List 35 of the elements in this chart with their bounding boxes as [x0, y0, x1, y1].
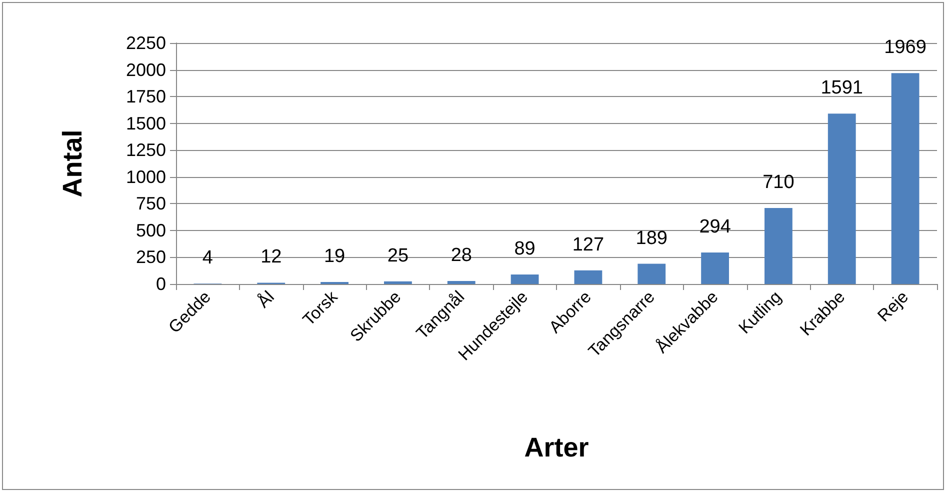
bar: [510, 274, 539, 284]
data-label: 89: [514, 238, 536, 260]
y-tick-label: 1500: [126, 113, 166, 134]
y-tick-label: 250: [136, 247, 166, 268]
data-label: 1591: [820, 78, 864, 99]
data-label: 710: [762, 172, 794, 193]
y-tick-label: 500: [136, 220, 166, 240]
bar: [447, 281, 476, 284]
bar: [574, 270, 602, 284]
data-label: 25: [387, 245, 409, 266]
bar: [891, 73, 920, 284]
y-axis-title: Antal: [58, 130, 88, 198]
bar: [701, 252, 729, 284]
data-label: 19: [324, 246, 346, 267]
y-tick-label: 1250: [126, 140, 166, 160]
data-label: 28: [450, 245, 472, 266]
bar: [638, 264, 666, 284]
x-tick-label: Ål: [254, 287, 278, 312]
bar: [764, 208, 792, 284]
data-label: 1969: [884, 37, 926, 58]
y-tick-label: 750: [136, 194, 166, 214]
x-tick-label: Reje: [874, 287, 912, 326]
data-label: 189: [636, 228, 668, 249]
bar: [828, 114, 856, 284]
y-tick-label: 1750: [126, 86, 166, 107]
data-label: 294: [699, 216, 732, 238]
y-tick-label: 2000: [126, 60, 166, 80]
data-label: 127: [572, 234, 604, 256]
bar: [384, 281, 412, 284]
y-tick-label: 1000: [126, 166, 166, 187]
x-axis-title: Arter: [524, 432, 590, 462]
data-label: 4: [202, 248, 214, 269]
y-tick-label: 2250: [126, 33, 166, 53]
y-tick-label: 0: [156, 274, 166, 294]
data-label: 12: [260, 246, 282, 268]
